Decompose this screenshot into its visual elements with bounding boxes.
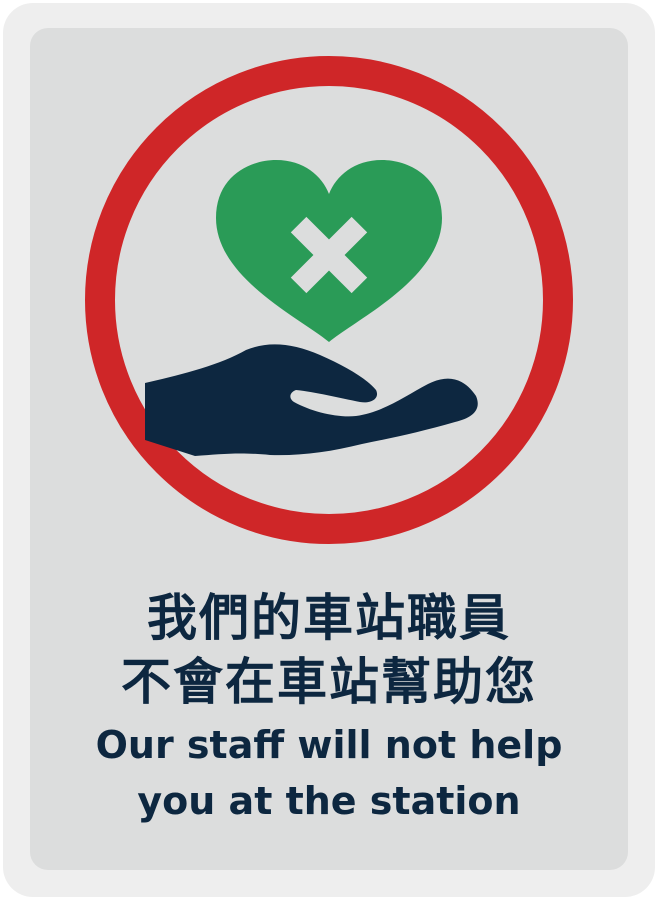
notice-text-chinese-line-2: 不會在車站幫助您 — [121, 652, 537, 711]
hand-icon — [145, 344, 478, 456]
notice-text-english-line-2: you at the station — [137, 779, 521, 823]
notice-text-chinese-line-1: 我們的車站職員 — [147, 588, 511, 647]
cross-icon — [290, 216, 368, 294]
notice-text-english-line-1: Our staff will not help — [95, 723, 563, 767]
pictogram — [85, 56, 573, 544]
prohibition-ring-icon — [85, 56, 573, 544]
